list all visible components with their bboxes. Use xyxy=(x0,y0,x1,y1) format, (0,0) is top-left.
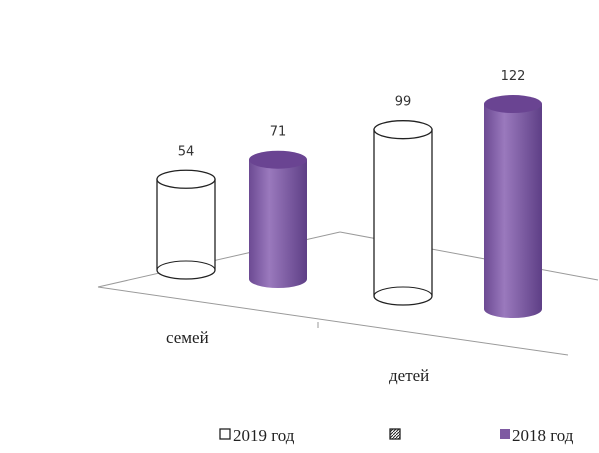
legend-label-2019: 2019 год xyxy=(233,426,295,445)
legend-swatch-2019 xyxy=(219,428,231,440)
bars-group: 54 71 99 122 xyxy=(156,69,542,318)
value-label-2019-0: 54 xyxy=(178,144,195,159)
legend-swatch-2018 xyxy=(500,429,510,439)
legend-swatch-hatched xyxy=(389,428,401,440)
value-label-2019-1: 99 xyxy=(395,95,412,110)
value-label-2018-0: 71 xyxy=(270,125,287,140)
category-label-semey: семей xyxy=(166,328,209,347)
legend-label-2018: 2018 год xyxy=(512,426,574,445)
bar-2018-1 xyxy=(484,95,542,318)
bar-2019-0 xyxy=(156,169,216,280)
bar-2018-0 xyxy=(249,150,307,288)
legend: 2019 год 2018 год xyxy=(219,426,574,445)
bar-2019-1 xyxy=(373,120,433,306)
category-label-detey: детей xyxy=(389,366,429,385)
value-label-2018-1: 122 xyxy=(501,69,526,84)
